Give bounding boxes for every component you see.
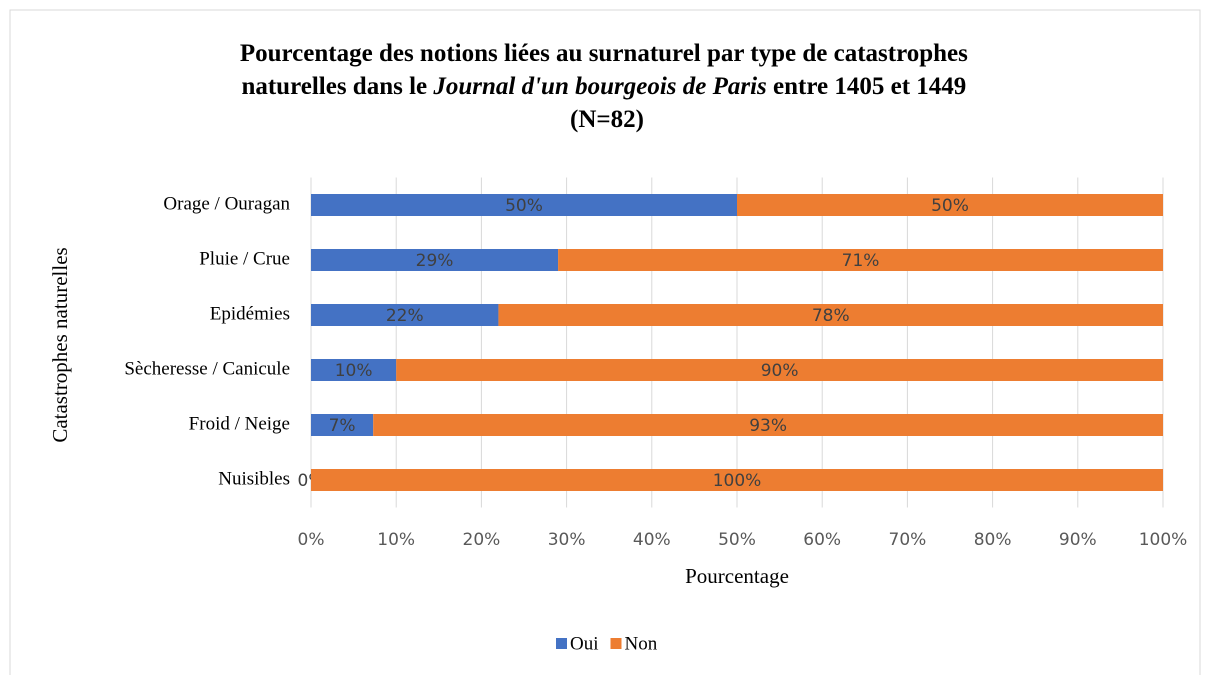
legend-swatch bbox=[556, 638, 567, 649]
bar-segment bbox=[373, 414, 1163, 436]
title-part: entre 1405 et 1449 bbox=[767, 73, 967, 100]
bar-segment bbox=[311, 414, 374, 436]
bar-segment bbox=[498, 304, 1163, 326]
data-label: 78% bbox=[812, 306, 850, 326]
data-label: 29% bbox=[416, 251, 454, 271]
bar-segment bbox=[311, 194, 737, 216]
bar-segment bbox=[311, 304, 499, 326]
chart-frame bbox=[9, 9, 1201, 675]
data-label: 90% bbox=[761, 361, 799, 381]
y-tick-label: Nuisibles bbox=[218, 468, 290, 489]
y-tick-label: Sècheresse / Canicule bbox=[124, 358, 290, 379]
y-tick-label: Epidémies bbox=[210, 303, 290, 324]
bar-segment bbox=[737, 194, 1163, 216]
y-axis-title: Catastrophes naturelles bbox=[48, 247, 72, 442]
title-part: Journal d'un bourgeois de Paris bbox=[432, 73, 766, 100]
x-tick-label: 70% bbox=[889, 530, 927, 550]
data-label: 7% bbox=[329, 416, 356, 436]
legend-swatch bbox=[610, 638, 622, 649]
data-label: 71% bbox=[842, 251, 880, 271]
x-tick-label: 40% bbox=[633, 530, 671, 550]
data-label: 93% bbox=[749, 416, 787, 436]
data-label: 22% bbox=[386, 306, 424, 326]
title-part: naturelles dans le bbox=[241, 73, 433, 100]
title-part: Pourcentage des notions liées au surnatu… bbox=[240, 40, 968, 67]
bar-segment bbox=[311, 359, 397, 381]
y-tick-label: Orage / Ouragan bbox=[163, 193, 290, 214]
y-tick-label: Pluie / Crue bbox=[199, 248, 290, 269]
legend-label: Non bbox=[625, 633, 658, 654]
legend-label: Oui bbox=[570, 633, 599, 654]
chart-title: Pourcentage des notions liées au surnatu… bbox=[240, 40, 974, 133]
data-label: 100% bbox=[713, 471, 762, 491]
x-tick-label: 20% bbox=[463, 530, 501, 550]
bar-segment bbox=[558, 249, 1163, 271]
x-tick-label: 10% bbox=[377, 530, 415, 550]
x-tick-label: 50% bbox=[718, 530, 756, 550]
title-part: (N=82) bbox=[570, 106, 644, 133]
data-label: 50% bbox=[931, 196, 969, 216]
x-tick-label: 60% bbox=[803, 530, 841, 550]
bar-segment bbox=[311, 249, 559, 271]
x-axis-title: Pourcentage bbox=[685, 564, 789, 588]
x-tick-label: 80% bbox=[974, 530, 1012, 550]
data-label: 10% bbox=[335, 361, 373, 381]
x-tick-label: 30% bbox=[548, 530, 586, 550]
bar-segment bbox=[396, 359, 1163, 381]
x-tick-label: 90% bbox=[1059, 530, 1097, 550]
bar-segment bbox=[311, 469, 1163, 491]
x-tick-label: 100% bbox=[1139, 530, 1188, 550]
y-tick-label: Froid / Neige bbox=[189, 413, 290, 434]
x-tick-label: 0% bbox=[298, 530, 325, 550]
data-label: 50% bbox=[505, 196, 543, 216]
